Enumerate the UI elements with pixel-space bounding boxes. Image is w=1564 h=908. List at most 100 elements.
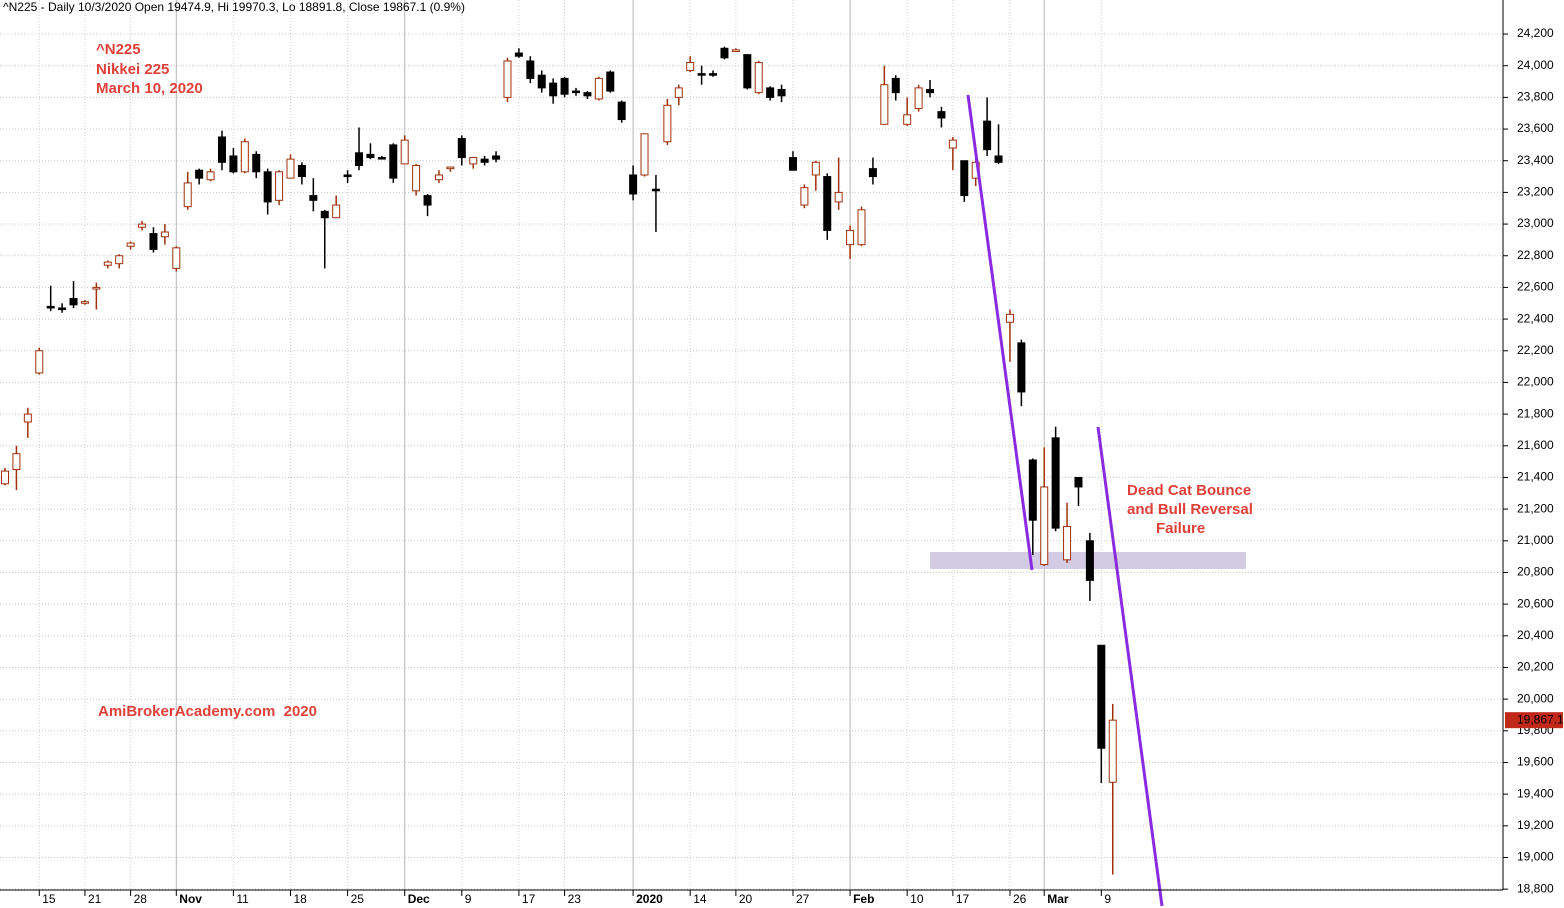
- candle-body: [23, 413, 32, 423]
- candle-body: [1040, 486, 1049, 566]
- last-price-box: [1505, 712, 1563, 729]
- candle-body: [46, 305, 55, 309]
- candle-body: [1085, 540, 1094, 581]
- candle-body: [868, 168, 877, 178]
- x-tick-label: 9: [1104, 892, 1111, 906]
- x-tick-label: Feb: [853, 892, 874, 906]
- y-tick-label: 23,400: [1517, 153, 1554, 167]
- candle-body: [594, 77, 603, 100]
- candle-body: [583, 92, 592, 97]
- y-tick-label: 21,200: [1517, 501, 1554, 515]
- x-tick-label: 23: [568, 892, 582, 906]
- candle-body: [412, 164, 421, 192]
- candle-body: [195, 169, 204, 179]
- candle-body: [857, 209, 866, 246]
- candle-body: [823, 176, 832, 231]
- candle-body: [526, 60, 535, 79]
- x-tick-label: 14: [693, 892, 707, 906]
- candle-body: [606, 71, 615, 92]
- y-tick-label: 21,800: [1517, 406, 1554, 420]
- candle-body: [617, 101, 626, 121]
- candle-body: [743, 54, 752, 89]
- annotation: AmiBrokerAcademy.com 2020: [98, 703, 317, 720]
- trend-line: [966, 94, 1034, 571]
- candle-body: [366, 153, 375, 159]
- candle-body: [640, 133, 649, 176]
- candle-body: [320, 210, 329, 219]
- candle-body: [92, 286, 101, 290]
- candle-body: [206, 171, 215, 181]
- candle-body: [172, 247, 181, 269]
- y-tick-label: 19,200: [1517, 818, 1554, 832]
- annotation: ^N225: [96, 41, 141, 58]
- x-tick-label: 10: [910, 892, 924, 906]
- candle-body: [1063, 526, 1072, 561]
- candle-body: [1074, 476, 1083, 488]
- last-price-label: 19,867.1: [1517, 712, 1564, 726]
- candle-body: [446, 166, 455, 170]
- y-tick-label: 22,800: [1517, 248, 1554, 262]
- candle-body: [275, 171, 284, 201]
- candle-body: [160, 231, 169, 238]
- x-tick-label: 26: [1013, 892, 1027, 906]
- candle-body: [12, 453, 21, 471]
- candle-body: [389, 144, 398, 179]
- y-tick-label: 23,800: [1517, 90, 1554, 104]
- y-tick-label: 20,000: [1517, 691, 1554, 705]
- candle-body: [1051, 437, 1060, 529]
- x-tick-label: Nov: [179, 892, 202, 906]
- candle-body: [1028, 459, 1037, 521]
- candle-body: [115, 255, 124, 265]
- candle-body: [903, 114, 912, 125]
- y-tick-label: 20,600: [1517, 596, 1554, 610]
- annotation: and Bull Reversal: [1127, 501, 1253, 518]
- y-tick-label: 22,200: [1517, 343, 1554, 357]
- candle-body: [788, 157, 797, 171]
- annotation: March 10, 2020: [96, 80, 203, 97]
- candle-body: [697, 73, 706, 76]
- candle-body: [1, 470, 9, 485]
- candle-body: [434, 174, 443, 181]
- y-tick-label: 23,600: [1517, 121, 1554, 135]
- candle-body: [1005, 313, 1014, 323]
- candle-body: [1108, 719, 1117, 783]
- candle-body: [183, 182, 192, 208]
- candle-body: [149, 233, 158, 250]
- y-tick-label: 19,000: [1517, 850, 1554, 864]
- candle-body: [309, 195, 318, 201]
- candle-body: [332, 204, 341, 219]
- candle-body: [686, 62, 695, 71]
- candle-body: [469, 157, 478, 165]
- x-tick-label: Dec: [408, 892, 430, 906]
- y-tick-label: 21,600: [1517, 438, 1554, 452]
- candle-body: [811, 161, 820, 176]
- x-tick-label: Mar: [1047, 892, 1069, 906]
- candle-body: [263, 171, 272, 203]
- candle-body: [994, 155, 1003, 163]
- candles: [1, 46, 1117, 875]
- candle-body: [297, 164, 306, 178]
- candle-body: [492, 155, 501, 160]
- y-tick-label: 22,600: [1517, 280, 1554, 294]
- candle-body: [960, 160, 969, 197]
- candle-body: [514, 52, 523, 57]
- candle-body: [103, 261, 112, 266]
- chart-title: ^N225 - Daily 10/3/2020 Open 19474.9, Hi…: [3, 0, 465, 14]
- y-tick-label: 21,000: [1517, 533, 1554, 547]
- candle-body: [1097, 644, 1106, 749]
- candle-body: [503, 60, 512, 98]
- x-tick-label: 17: [956, 892, 970, 906]
- y-tick-label: 23,200: [1517, 185, 1554, 199]
- candle-body: [572, 90, 580, 94]
- candle-body: [800, 187, 809, 206]
- x-tick-label: 27: [796, 892, 810, 906]
- candle-body: [355, 152, 364, 166]
- y-tick-label: 18,800: [1517, 881, 1554, 895]
- x-tick-label: 9: [465, 892, 472, 906]
- candle-body: [80, 301, 89, 304]
- candle-body: [549, 82, 558, 97]
- x-tick-label: 21: [88, 892, 102, 906]
- candle-body: [629, 174, 638, 195]
- y-tick-label: 20,200: [1517, 660, 1554, 674]
- candle-body: [926, 88, 935, 94]
